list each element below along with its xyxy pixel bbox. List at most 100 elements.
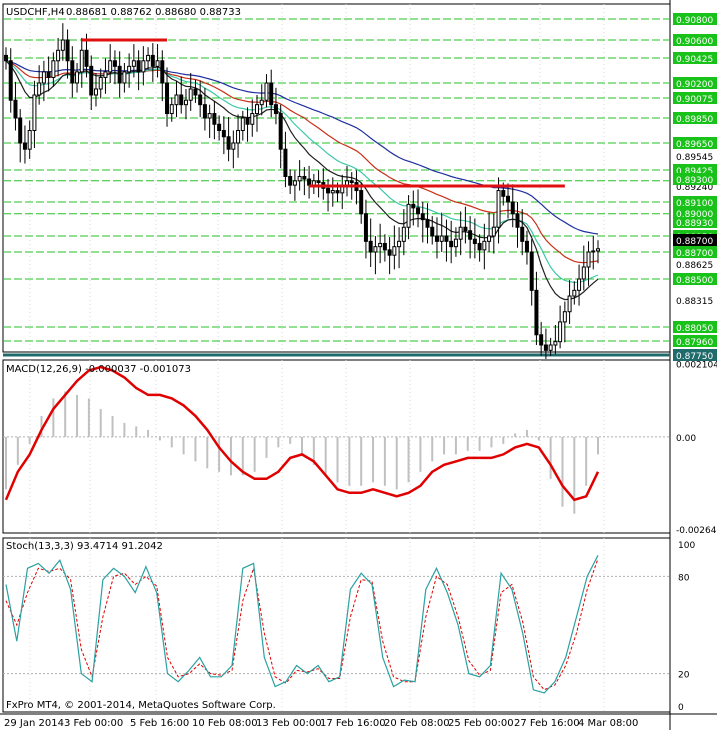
candle-body-9 [46, 71, 51, 78]
candle-body-117 [558, 321, 563, 343]
stoch-tick-label-1: 80 [678, 573, 690, 583]
candle-body-75 [359, 190, 364, 215]
time-tick-label-7: 25 Feb 00:00 [448, 718, 514, 729]
price-tag-bg-6 [673, 137, 717, 149]
candle-body-123 [586, 251, 591, 268]
candle-body-14 [70, 60, 75, 84]
candle-body-1 [8, 60, 13, 101]
candle-body-17 [84, 49, 89, 67]
price-tick-label-7: 0.89545 [676, 153, 713, 163]
candle-body-43 [207, 113, 212, 119]
price-tag-bg-17 [673, 321, 717, 333]
candle-body-8 [41, 71, 46, 84]
candle-body-70 [335, 190, 340, 194]
candle-body-103 [491, 226, 496, 237]
candle-body-25 [122, 71, 127, 84]
candle-body-122 [581, 266, 586, 280]
candle-body-84 [401, 226, 406, 242]
candle-body-114 [543, 344, 548, 351]
candle-body-65 [311, 180, 316, 186]
candle-body-34 [165, 82, 170, 115]
candle-body-24 [117, 65, 122, 84]
candle-body-19 [93, 88, 98, 96]
price-tag-bg-3 [673, 77, 717, 89]
candle-body-23 [112, 60, 117, 67]
candle-body-64 [307, 178, 312, 186]
price-tag-bg-15 [673, 273, 717, 285]
candle-body-106 [506, 195, 511, 203]
candle-body-62 [297, 175, 302, 182]
price-tag-bg-13 [673, 246, 717, 258]
stoch-tick-label-3: 0 [678, 703, 684, 713]
candle-body-99 [472, 238, 477, 244]
stoch-tick-label-0: 100 [678, 541, 695, 551]
candle-body-79 [378, 242, 383, 248]
candle-body-78 [373, 246, 378, 253]
candle-body-76 [363, 213, 368, 242]
candle-body-77 [368, 240, 373, 253]
candle-body-55 [264, 82, 269, 101]
candle-body-102 [487, 235, 492, 242]
candle-body-124 [591, 250, 596, 253]
price-tick-label-18: 0.87960 [676, 338, 713, 348]
candle-body-121 [577, 278, 582, 291]
extra-tag-bg-1 [673, 207, 717, 219]
copyright-text: FxPro MT4, © 2001-2014, MetaQuotes Softw… [6, 700, 276, 711]
time-tick-label-4: 13 Feb 00:00 [256, 718, 322, 729]
candle-body-119 [567, 295, 572, 313]
candle-body-3 [18, 117, 23, 144]
candle-body-35 [169, 104, 174, 115]
price-tick-label-19: 0.87750 [676, 352, 713, 362]
candle-body-49 [236, 130, 241, 144]
candle-body-91 [434, 235, 439, 242]
candle-body-6 [32, 94, 37, 131]
candle-body-118 [562, 311, 567, 323]
candle-body-50 [240, 117, 245, 131]
candle-body-104 [496, 190, 501, 228]
candle-body-57 [273, 104, 278, 115]
candle-body-72 [344, 180, 349, 186]
candle-body-88 [420, 213, 425, 221]
candle-body-90 [430, 226, 435, 237]
candle-body-7 [37, 82, 42, 96]
candle-body-69 [330, 190, 335, 194]
pane-frame-2 [2, 359, 671, 534]
price-tag-bg-19 [673, 349, 717, 361]
candle-body-28 [136, 60, 141, 73]
stoch-tick-label-2: 20 [678, 671, 690, 681]
candle-body-95 [453, 238, 458, 248]
candle-body-5 [27, 130, 32, 150]
candle-body-18 [89, 65, 94, 96]
candle-body-61 [292, 180, 297, 186]
candle-body-59 [283, 148, 288, 177]
price-tick-label-9: 0.89240 [676, 183, 713, 193]
candle-body-82 [392, 246, 397, 256]
candle-body-31 [150, 54, 155, 67]
candle-body-115 [548, 344, 553, 351]
price-tag-bg-1 [673, 34, 717, 46]
extra-tag-bg-0 [673, 173, 717, 185]
ma-blue-line [5, 60, 599, 235]
time-tick-label-2: 5 Feb 16:00 [130, 718, 189, 729]
candle-body-53 [255, 104, 260, 115]
stoch-main-line [5, 555, 599, 694]
candle-body-44 [212, 113, 217, 125]
candle-body-108 [515, 213, 520, 228]
candle-body-12 [60, 39, 65, 51]
price-tag-bg-2 [673, 52, 717, 64]
price-tick-label-8: 0.89425 [676, 167, 713, 177]
extra-tick-label-1: 0.89000 [676, 210, 713, 220]
candle-body-30 [146, 54, 151, 62]
candle-body-81 [387, 249, 392, 256]
candle-body-83 [397, 240, 402, 248]
extra-tick-label-0: 0.89300 [676, 176, 713, 186]
macd-tick-label-0: 0.002104 [676, 360, 717, 370]
candle-body-29 [141, 60, 146, 73]
price-tick-label-14: 0.88625 [676, 261, 713, 271]
chart-title: USDCHF,H4 [6, 7, 65, 18]
stoch-signal-line [5, 558, 599, 691]
candle-body-0 [4, 54, 8, 62]
candle-body-27 [131, 60, 136, 67]
